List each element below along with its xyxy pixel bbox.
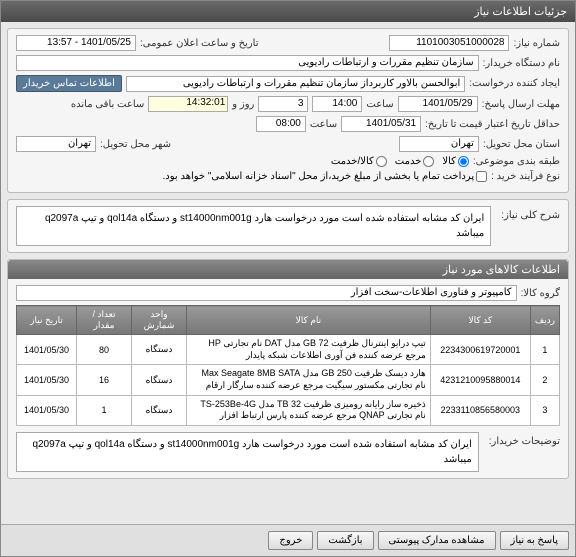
cell-date: 1401/05/30: [17, 335, 77, 365]
need-no-field: 1101003051000028: [389, 35, 509, 51]
valid-date-field: 1401/05/31: [341, 116, 421, 132]
cell-n: 2: [530, 365, 559, 395]
radio-goods[interactable]: کالا: [442, 156, 469, 167]
cell-unit: دستگاه: [132, 365, 187, 395]
remain-days-field: 3: [258, 96, 308, 112]
deadline-date-field: 1401/05/29: [398, 96, 478, 112]
group-field: کامپیوتر و فناوری اطلاعات-سخت افزار: [16, 285, 517, 301]
loc-city-field: تهران: [16, 136, 96, 152]
group-label: گروه کالا:: [521, 288, 560, 299]
need-desc-label: شرح کلی نیاز:: [501, 206, 560, 221]
process-label: نوع فرآیند خرید :: [491, 171, 560, 182]
need-desc-box: ایران کد مشابه استفاده شده است مورد درخو…: [16, 206, 491, 246]
col-code: کد کالا: [430, 306, 530, 335]
items-section: اطلاعات کالاهای مورد نیاز گروه کالا: کام…: [7, 259, 569, 479]
radio-both[interactable]: کالا/خدمت: [331, 156, 387, 167]
cell-unit: دستگاه: [132, 335, 187, 365]
requester-field: ابوالحسن بالاور کاربرداز سازمان تنظیم مق…: [126, 76, 465, 92]
subject-class-radios: کالا خدمت کالا/خدمت: [331, 156, 469, 167]
deadline-hour-field: 14:00: [312, 96, 362, 112]
cell-code: 2233110856580003: [430, 395, 530, 425]
main-window: جزئیات اطلاعات نیاز شماره نیاز: 11010030…: [0, 0, 576, 557]
valid-hour-label: ساعت: [310, 119, 337, 130]
need-no-label: شماره نیاز:: [513, 38, 560, 49]
table-header-row: ردیف کد کالا نام کالا واحد شمارش تعداد /…: [17, 306, 560, 335]
notes-label: توضیحات خریدار:: [489, 432, 560, 447]
exit-button[interactable]: خروج: [268, 531, 313, 550]
valid-until-label: حداقل تاریخ اعتبار قیمت تا تاریخ:: [425, 119, 560, 130]
footer-toolbar: پاسخ به نیاز مشاهده مدارک پیوستی بازگشت …: [1, 524, 575, 556]
buyer-org-field: سازمان تنظیم مقررات و ارتباطات رادیویی: [16, 55, 479, 71]
cell-n: 3: [530, 395, 559, 425]
table-row[interactable]: 24231210095880014هارد دیسک ظرفیت GB 250 …: [17, 365, 560, 395]
need-desc-section: شرح کلی نیاز: ایران کد مشابه استفاده شده…: [7, 199, 569, 253]
remain-time-field: 14:32:01: [148, 96, 228, 112]
deadline-label: مهلت ارسال پاسخ:: [482, 99, 560, 110]
col-qty: تعداد / مقدار: [77, 306, 132, 335]
remain-days-label: روز و: [232, 99, 254, 110]
requester-label: ایجاد کننده درخواست:: [469, 78, 560, 89]
cell-name: ذخیره ساز رایانه رومیزی ظرفیت TB 32 مدل …: [187, 395, 431, 425]
loc-city-label: شهر محل تحویل:: [100, 139, 171, 150]
cell-code: 2234300619720001: [430, 335, 530, 365]
cell-qty: 1: [77, 395, 132, 425]
process-checkbox[interactable]: پرداخت تمام یا بخشی از مبلغ خرید،از محل …: [163, 171, 488, 182]
table-row[interactable]: 32233110856580003ذخیره ساز رایانه رومیزی…: [17, 395, 560, 425]
pub-date-field: 1401/05/25 - 13:57: [16, 35, 136, 51]
items-section-title: اطلاعات کالاهای مورد نیاز: [8, 260, 568, 279]
back-button[interactable]: بازگشت: [317, 531, 373, 550]
col-row: ردیف: [530, 306, 559, 335]
cell-code: 4231210095880014: [430, 365, 530, 395]
loc-province-field: تهران: [399, 136, 479, 152]
view-docs-button[interactable]: مشاهده مدارک پیوستی: [378, 531, 496, 550]
col-date: تاریخ نیاز: [17, 306, 77, 335]
cell-n: 1: [530, 335, 559, 365]
deadline-hour-label: ساعت: [366, 99, 393, 110]
table-row[interactable]: 12234300619720001تیپ درایو اینترنال ظرفی…: [17, 335, 560, 365]
cell-qty: 80: [77, 335, 132, 365]
general-info-section: شماره نیاز: 1101003051000028 تاریخ و ساع…: [7, 28, 569, 193]
cell-name: تیپ درایو اینترنال ظرفیت GB 72 مدل DAT ن…: [187, 335, 431, 365]
loc-province-label: استان محل تحویل:: [483, 139, 560, 150]
process-checkbox-input[interactable]: [476, 171, 487, 182]
cell-name: هارد دیسک ظرفیت GB 250 مدل Max Seagate 8…: [187, 365, 431, 395]
respond-button[interactable]: پاسخ به نیاز: [500, 531, 570, 550]
window-title: جزئیات اطلاعات نیاز: [1, 1, 575, 22]
cell-qty: 16: [77, 365, 132, 395]
notes-box: ایران کد مشابه استفاده شده است مورد درخو…: [16, 432, 479, 472]
cell-unit: دستگاه: [132, 395, 187, 425]
pub-date-label: تاریخ و ساعت اعلان عمومی:: [140, 38, 259, 49]
cell-date: 1401/05/30: [17, 365, 77, 395]
col-name: نام کالا: [187, 306, 431, 335]
remain-suffix-label: ساعت باقی مانده: [71, 99, 144, 110]
content-area: شماره نیاز: 1101003051000028 تاریخ و ساع…: [1, 22, 575, 524]
valid-hour-field: 08:00: [256, 116, 306, 132]
cell-date: 1401/05/30: [17, 395, 77, 425]
radio-both-input[interactable]: [376, 156, 387, 167]
buyer-org-label: نام دستگاه خریدار:: [483, 58, 560, 69]
contact-info-button[interactable]: اطلاعات تماس خریدار: [16, 75, 122, 92]
radio-service[interactable]: خدمت: [395, 156, 435, 167]
subject-class-label: طبقه بندی موضوعی:: [473, 156, 560, 167]
radio-goods-input[interactable]: [458, 156, 469, 167]
col-unit: واحد شمارش: [132, 306, 187, 335]
items-table: ردیف کد کالا نام کالا واحد شمارش تعداد /…: [16, 305, 560, 426]
radio-service-input[interactable]: [423, 156, 434, 167]
